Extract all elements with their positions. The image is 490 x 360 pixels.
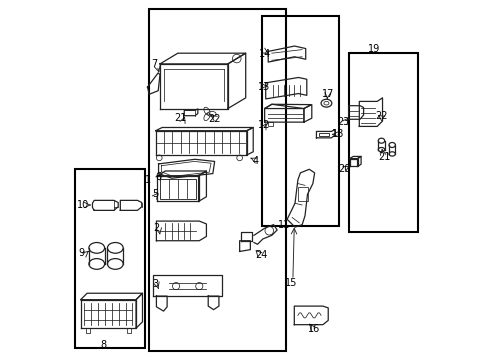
Text: 20: 20 xyxy=(338,163,350,174)
Bar xyxy=(148,9,286,351)
Text: 3: 3 xyxy=(152,279,158,289)
Text: 13: 13 xyxy=(258,82,270,92)
Text: 7: 7 xyxy=(151,59,157,69)
Text: 14: 14 xyxy=(259,49,271,59)
Text: 4: 4 xyxy=(253,156,259,166)
Text: 15: 15 xyxy=(285,278,297,288)
Text: 22: 22 xyxy=(208,113,221,123)
Text: 6: 6 xyxy=(155,172,161,182)
Text: 21: 21 xyxy=(378,152,391,162)
Text: 1: 1 xyxy=(145,175,151,185)
Text: 24: 24 xyxy=(255,250,268,260)
Text: 18: 18 xyxy=(332,129,344,139)
Text: 2: 2 xyxy=(153,223,160,233)
Bar xyxy=(318,133,329,136)
Text: 11: 11 xyxy=(277,220,290,230)
Text: 8: 8 xyxy=(101,340,107,350)
Bar xyxy=(348,53,418,232)
Text: 5: 5 xyxy=(152,189,158,199)
Bar xyxy=(75,169,145,348)
Text: 16: 16 xyxy=(308,324,320,334)
Text: 17: 17 xyxy=(322,89,334,99)
Bar xyxy=(160,179,196,199)
Text: 21: 21 xyxy=(174,113,187,123)
Bar xyxy=(262,16,339,226)
Text: 12: 12 xyxy=(258,120,270,130)
Bar xyxy=(298,187,308,202)
Text: 9: 9 xyxy=(78,248,84,258)
Text: 23: 23 xyxy=(338,117,350,127)
Text: 22: 22 xyxy=(375,111,388,121)
Text: 10: 10 xyxy=(77,200,89,210)
Text: 19: 19 xyxy=(368,44,380,54)
